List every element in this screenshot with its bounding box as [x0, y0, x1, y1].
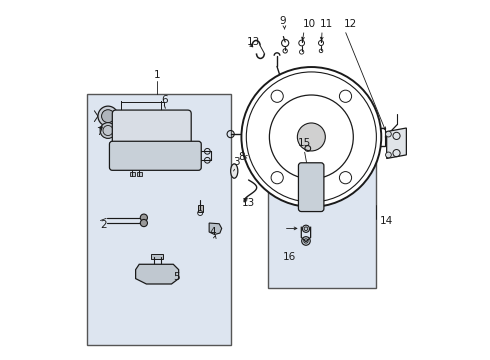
Circle shape: [297, 123, 325, 151]
Text: 16: 16: [283, 252, 296, 262]
Circle shape: [140, 268, 153, 281]
Circle shape: [340, 90, 352, 102]
Bar: [197, 205, 203, 212]
Text: 15: 15: [297, 138, 311, 148]
Text: 4: 4: [209, 228, 216, 237]
Bar: [151, 253, 163, 259]
Text: 5: 5: [173, 272, 180, 282]
Bar: [129, 172, 135, 176]
Circle shape: [305, 181, 318, 194]
FancyBboxPatch shape: [109, 141, 201, 170]
Bar: [137, 172, 142, 176]
Circle shape: [98, 106, 118, 126]
Text: 11: 11: [320, 19, 334, 30]
Circle shape: [271, 90, 283, 102]
Circle shape: [151, 268, 164, 281]
FancyBboxPatch shape: [298, 163, 324, 212]
Text: 13: 13: [242, 198, 255, 208]
Polygon shape: [136, 264, 179, 284]
Circle shape: [340, 172, 352, 184]
Text: 8: 8: [238, 152, 245, 162]
Text: 1: 1: [154, 69, 160, 80]
Circle shape: [161, 268, 174, 281]
Text: 7: 7: [96, 127, 103, 136]
Text: 10: 10: [302, 19, 316, 30]
Circle shape: [386, 152, 392, 158]
Polygon shape: [387, 128, 406, 158]
Text: 2: 2: [100, 220, 106, 230]
Text: 14: 14: [379, 216, 392, 226]
Text: 9: 9: [279, 16, 286, 26]
Bar: [87, 94, 231, 345]
Circle shape: [100, 123, 116, 138]
Circle shape: [140, 214, 147, 221]
Circle shape: [242, 67, 381, 207]
Text: 12: 12: [343, 19, 357, 30]
Circle shape: [302, 225, 310, 232]
Circle shape: [271, 172, 283, 184]
Circle shape: [386, 131, 392, 137]
Ellipse shape: [231, 164, 238, 178]
Bar: [269, 123, 376, 288]
Text: 6: 6: [161, 95, 168, 105]
Circle shape: [140, 220, 147, 226]
Polygon shape: [209, 223, 221, 234]
Circle shape: [302, 237, 310, 245]
FancyBboxPatch shape: [112, 110, 191, 148]
Text: 13: 13: [247, 37, 260, 47]
Text: 3: 3: [233, 157, 239, 167]
Circle shape: [101, 110, 115, 123]
